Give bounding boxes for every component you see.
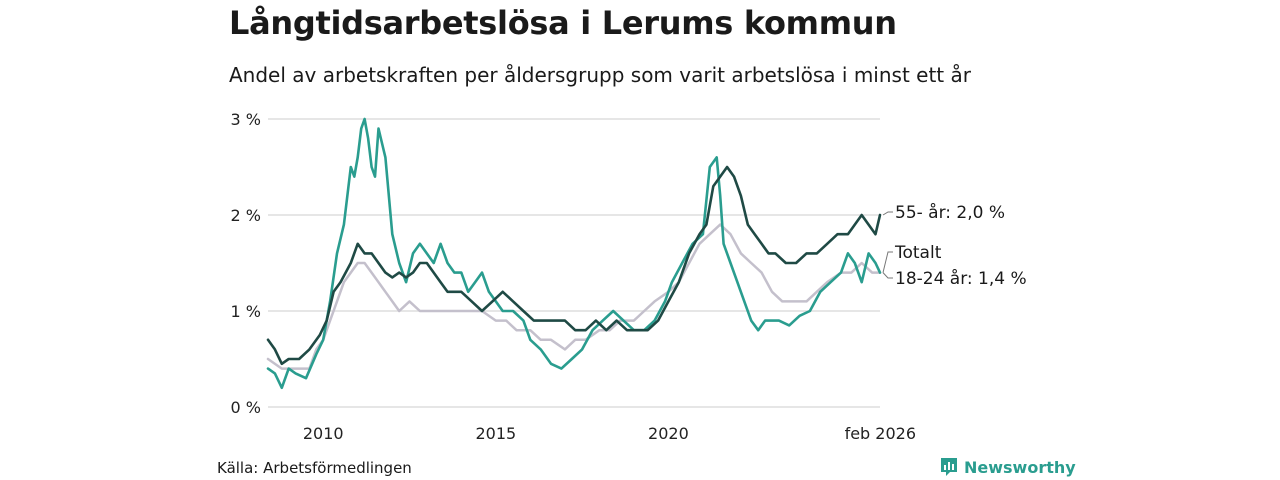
x-tick-label: 2015: [475, 424, 516, 443]
leader-line-total: [882, 251, 893, 273]
x-tick-label: 2020: [648, 424, 689, 443]
y-tick-label: 1 %: [231, 302, 261, 321]
x-axis-labels: 2010 2015 2020 feb 2026: [303, 424, 916, 443]
newsworthy-logo-icon: [941, 458, 957, 476]
brand-logo: Newsworthy: [939, 456, 1076, 478]
leader-line-age_55_plus: [882, 211, 893, 216]
series-line-age_55_plus: [266, 165, 882, 366]
gridlines: [268, 118, 880, 408]
series-line-total: [266, 223, 882, 370]
end-label-age_55_plus: 55- år: 2,0 %: [895, 202, 1005, 223]
x-tick-label: 2010: [303, 424, 344, 443]
y-tick-label: 3 %: [231, 110, 261, 129]
series-lines: [266, 117, 882, 390]
leader-line-age_18_24: [882, 272, 893, 279]
y-tick-label: 2 %: [231, 206, 261, 225]
y-axis-labels: 0 % 1 % 2 % 3 %: [231, 110, 261, 417]
end-label-total: Totalt: [894, 243, 942, 263]
end-labels: Totalt 18-24 år: 1,4 % 55- år: 2,0 %: [882, 202, 1027, 289]
chart-subtitle: Andel av arbetskraften per åldersgrupp s…: [229, 63, 971, 87]
chart-title: Långtidsarbetslösa i Lerums kommun: [229, 4, 897, 42]
source-note: Källa: Arbetsförmedlingen: [217, 459, 412, 477]
brand-name: Newsworthy: [964, 457, 1076, 477]
series-line-age_18_24: [266, 117, 882, 390]
end-label-age_18_24: 18-24 år: 1,4 %: [895, 268, 1027, 289]
y-tick-label: 0 %: [231, 398, 261, 417]
x-tick-label: feb 2026: [845, 424, 916, 443]
